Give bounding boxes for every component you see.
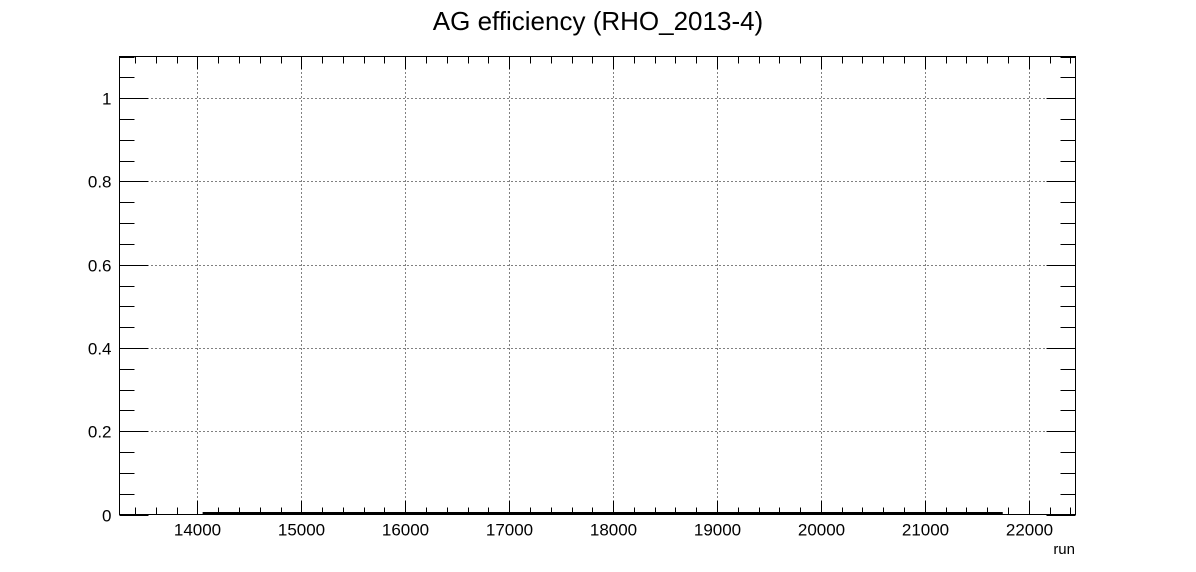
x-tick-label: 21000 bbox=[902, 521, 949, 540]
x-tick-label: 14000 bbox=[174, 521, 221, 540]
y-tick-label: 0.4 bbox=[88, 340, 112, 359]
x-tick-label: 16000 bbox=[382, 521, 429, 540]
y-tick-label: 0.8 bbox=[88, 173, 112, 192]
x-tick-label: 15000 bbox=[278, 521, 325, 540]
tick-layer bbox=[119, 56, 1076, 516]
y-tick-label: 1 bbox=[102, 90, 111, 109]
x-tick-label: 18000 bbox=[590, 521, 637, 540]
grid-layer bbox=[119, 56, 1076, 515]
x-tick-label: 17000 bbox=[486, 521, 533, 540]
x-tick-label: 20000 bbox=[798, 521, 845, 540]
plot-frame bbox=[119, 56, 1076, 515]
y-tick-label: 0 bbox=[102, 507, 111, 526]
x-axis-label: run bbox=[1053, 541, 1075, 558]
x-tick-label: 22000 bbox=[1006, 521, 1053, 540]
y-tick-label: 0.6 bbox=[88, 257, 112, 276]
y-tick-label: 0.2 bbox=[88, 423, 112, 442]
x-tick-label: 19000 bbox=[694, 521, 741, 540]
chart-title: AG efficiency (RHO_2013-4) bbox=[433, 6, 763, 36]
tick-label-layer: 14000 15000 16000 17000 18000 19000 20000 21000… bbox=[88, 90, 1053, 540]
